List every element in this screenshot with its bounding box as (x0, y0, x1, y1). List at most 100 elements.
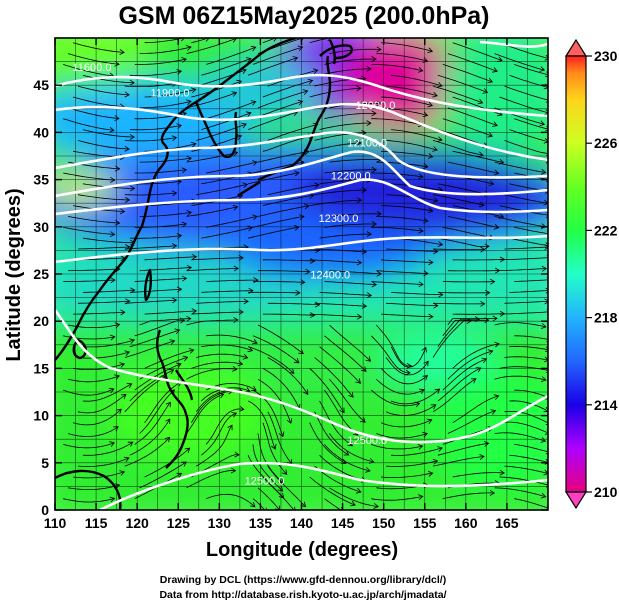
streamline (432, 320, 472, 358)
streamline (442, 319, 489, 337)
streamline (437, 74, 488, 93)
streamline (72, 408, 122, 426)
streamline (247, 57, 298, 76)
y-tick-label: 10 (33, 408, 49, 424)
streamline (447, 410, 496, 434)
streamline (247, 346, 295, 374)
streamline-arrowhead (300, 501, 307, 508)
streamline-arrowhead (114, 483, 121, 489)
streamline-arrowhead (278, 492, 285, 499)
streamline (314, 189, 367, 196)
streamline (381, 259, 433, 263)
streamline-arrowhead (543, 406, 548, 413)
streamline (247, 400, 276, 450)
streamline (452, 150, 504, 163)
streamline (319, 233, 372, 239)
streamline (139, 318, 191, 326)
streamline-arrowhead (242, 353, 249, 360)
streamline-arrowhead (423, 270, 429, 277)
streamline-arrowhead (315, 247, 321, 254)
streamline (494, 53, 545, 71)
streamline-arrowhead (312, 68, 319, 74)
streamline (432, 248, 485, 250)
streamline (206, 101, 256, 120)
streamline (504, 465, 548, 474)
streamline (371, 496, 423, 501)
streamline (262, 422, 288, 475)
streamline (494, 216, 546, 228)
height-contours (55, 40, 548, 510)
streamline (371, 64, 423, 72)
streamline (267, 184, 319, 196)
y-tick-label: 15 (33, 360, 49, 376)
streamline-arrowhead (498, 213, 505, 219)
streamline (391, 447, 443, 456)
streamline-arrowhead (365, 467, 371, 473)
streamline-arrowhead (361, 248, 368, 255)
streamline (381, 42, 433, 52)
streamline (124, 437, 170, 467)
streamline-arrowhead (417, 444, 424, 450)
colorbar: 230 226 222 218 214 210 (564, 38, 618, 510)
streamline (514, 118, 548, 130)
streamline (257, 433, 284, 484)
streamline (63, 172, 115, 181)
streamline-arrowhead (184, 447, 191, 454)
streamline-arrowhead (361, 75, 367, 82)
streamline (144, 256, 197, 261)
streamline (324, 444, 371, 472)
y-tick-label: 25 (33, 266, 49, 282)
streamline (309, 199, 362, 206)
y-tick-label: 5 (41, 455, 49, 471)
streamline (139, 100, 192, 109)
streamline (447, 161, 499, 174)
streamline (262, 368, 300, 410)
streamline-arrowhead (371, 166, 377, 173)
streamline-arrowhead (480, 246, 486, 253)
streamline (73, 471, 125, 479)
streamline-arrowhead (487, 77, 494, 84)
streamline (442, 358, 487, 391)
streamline-arrowhead (171, 190, 178, 197)
streamline-arrowhead (428, 259, 434, 266)
streamline-arrowhead (188, 348, 195, 354)
streamline (514, 226, 548, 235)
streamline (206, 161, 258, 174)
streamline-arrowhead (434, 388, 441, 394)
streamline-arrowhead (437, 241, 444, 247)
streamline (442, 64, 493, 83)
streamline (447, 216, 499, 229)
streamline-arrowhead (181, 38, 186, 42)
streamline-arrowhead (366, 120, 372, 127)
streamline-arrowhead (348, 392, 354, 398)
streamline (77, 194, 130, 201)
streamline-arrowhead (361, 366, 367, 372)
streamline-arrowhead (421, 346, 427, 353)
streamline (248, 226, 299, 239)
streamline-arrowhead (432, 146, 438, 152)
streamline-arrowhead (540, 168, 547, 175)
streamline (201, 412, 237, 456)
streamline (134, 169, 187, 174)
streamline (68, 375, 120, 383)
streamline-arrowhead (168, 369, 175, 375)
streamline (432, 378, 477, 413)
streamline (494, 322, 546, 328)
streamline-arrowhead (205, 38, 210, 42)
streamline-arrowhead (540, 376, 547, 382)
streamline-arrowhead (307, 78, 314, 85)
contour-label: 12400.0 (310, 270, 350, 282)
streamline (186, 393, 224, 434)
streamline (432, 456, 485, 467)
streamline (504, 140, 548, 154)
streamline-arrowhead (241, 122, 247, 129)
streamline (504, 246, 548, 250)
streamline-arrowhead (191, 308, 198, 315)
streamline-arrowhead (271, 444, 277, 450)
streamline (82, 441, 134, 456)
streamline (63, 388, 114, 396)
streamline-arrowhead (176, 286, 183, 293)
streamline (514, 498, 548, 509)
streamline (381, 313, 433, 318)
colorbar-bottom-arrow (564, 491, 588, 510)
